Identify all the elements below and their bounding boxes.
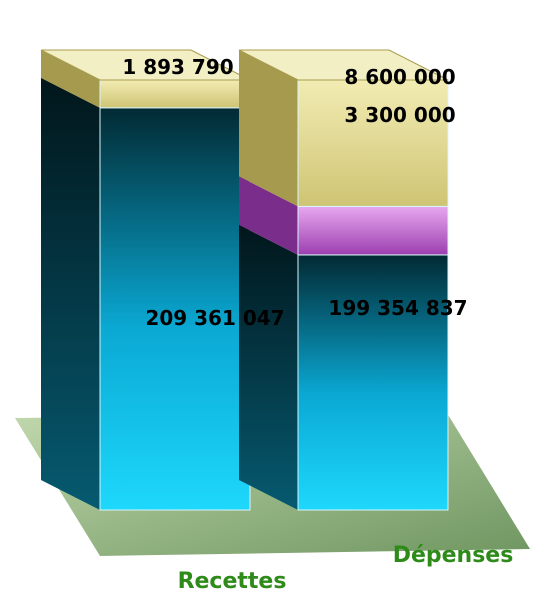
bar-segment-side	[41, 50, 100, 108]
bar-top-cap	[238, 49, 449, 81]
bar-segment-side	[239, 176, 298, 255]
category-label: Dépenses	[393, 543, 514, 568]
bar-segment-side	[41, 77, 100, 511]
data-label: 1 893 790	[122, 55, 233, 79]
bar-segment-side	[239, 224, 298, 510]
bar-segment	[99, 79, 251, 109]
bar-segment	[297, 79, 449, 207]
bar-segment	[297, 254, 449, 511]
category-label: Recettes	[178, 569, 287, 592]
data-label: 8 600 000	[344, 65, 455, 89]
data-label: 3 300 000	[344, 103, 455, 127]
data-label: 209 361 047	[145, 306, 284, 330]
bar-segment-side	[239, 50, 298, 207]
bar-segment	[297, 205, 449, 256]
data-label: 199 354 837	[328, 296, 467, 320]
